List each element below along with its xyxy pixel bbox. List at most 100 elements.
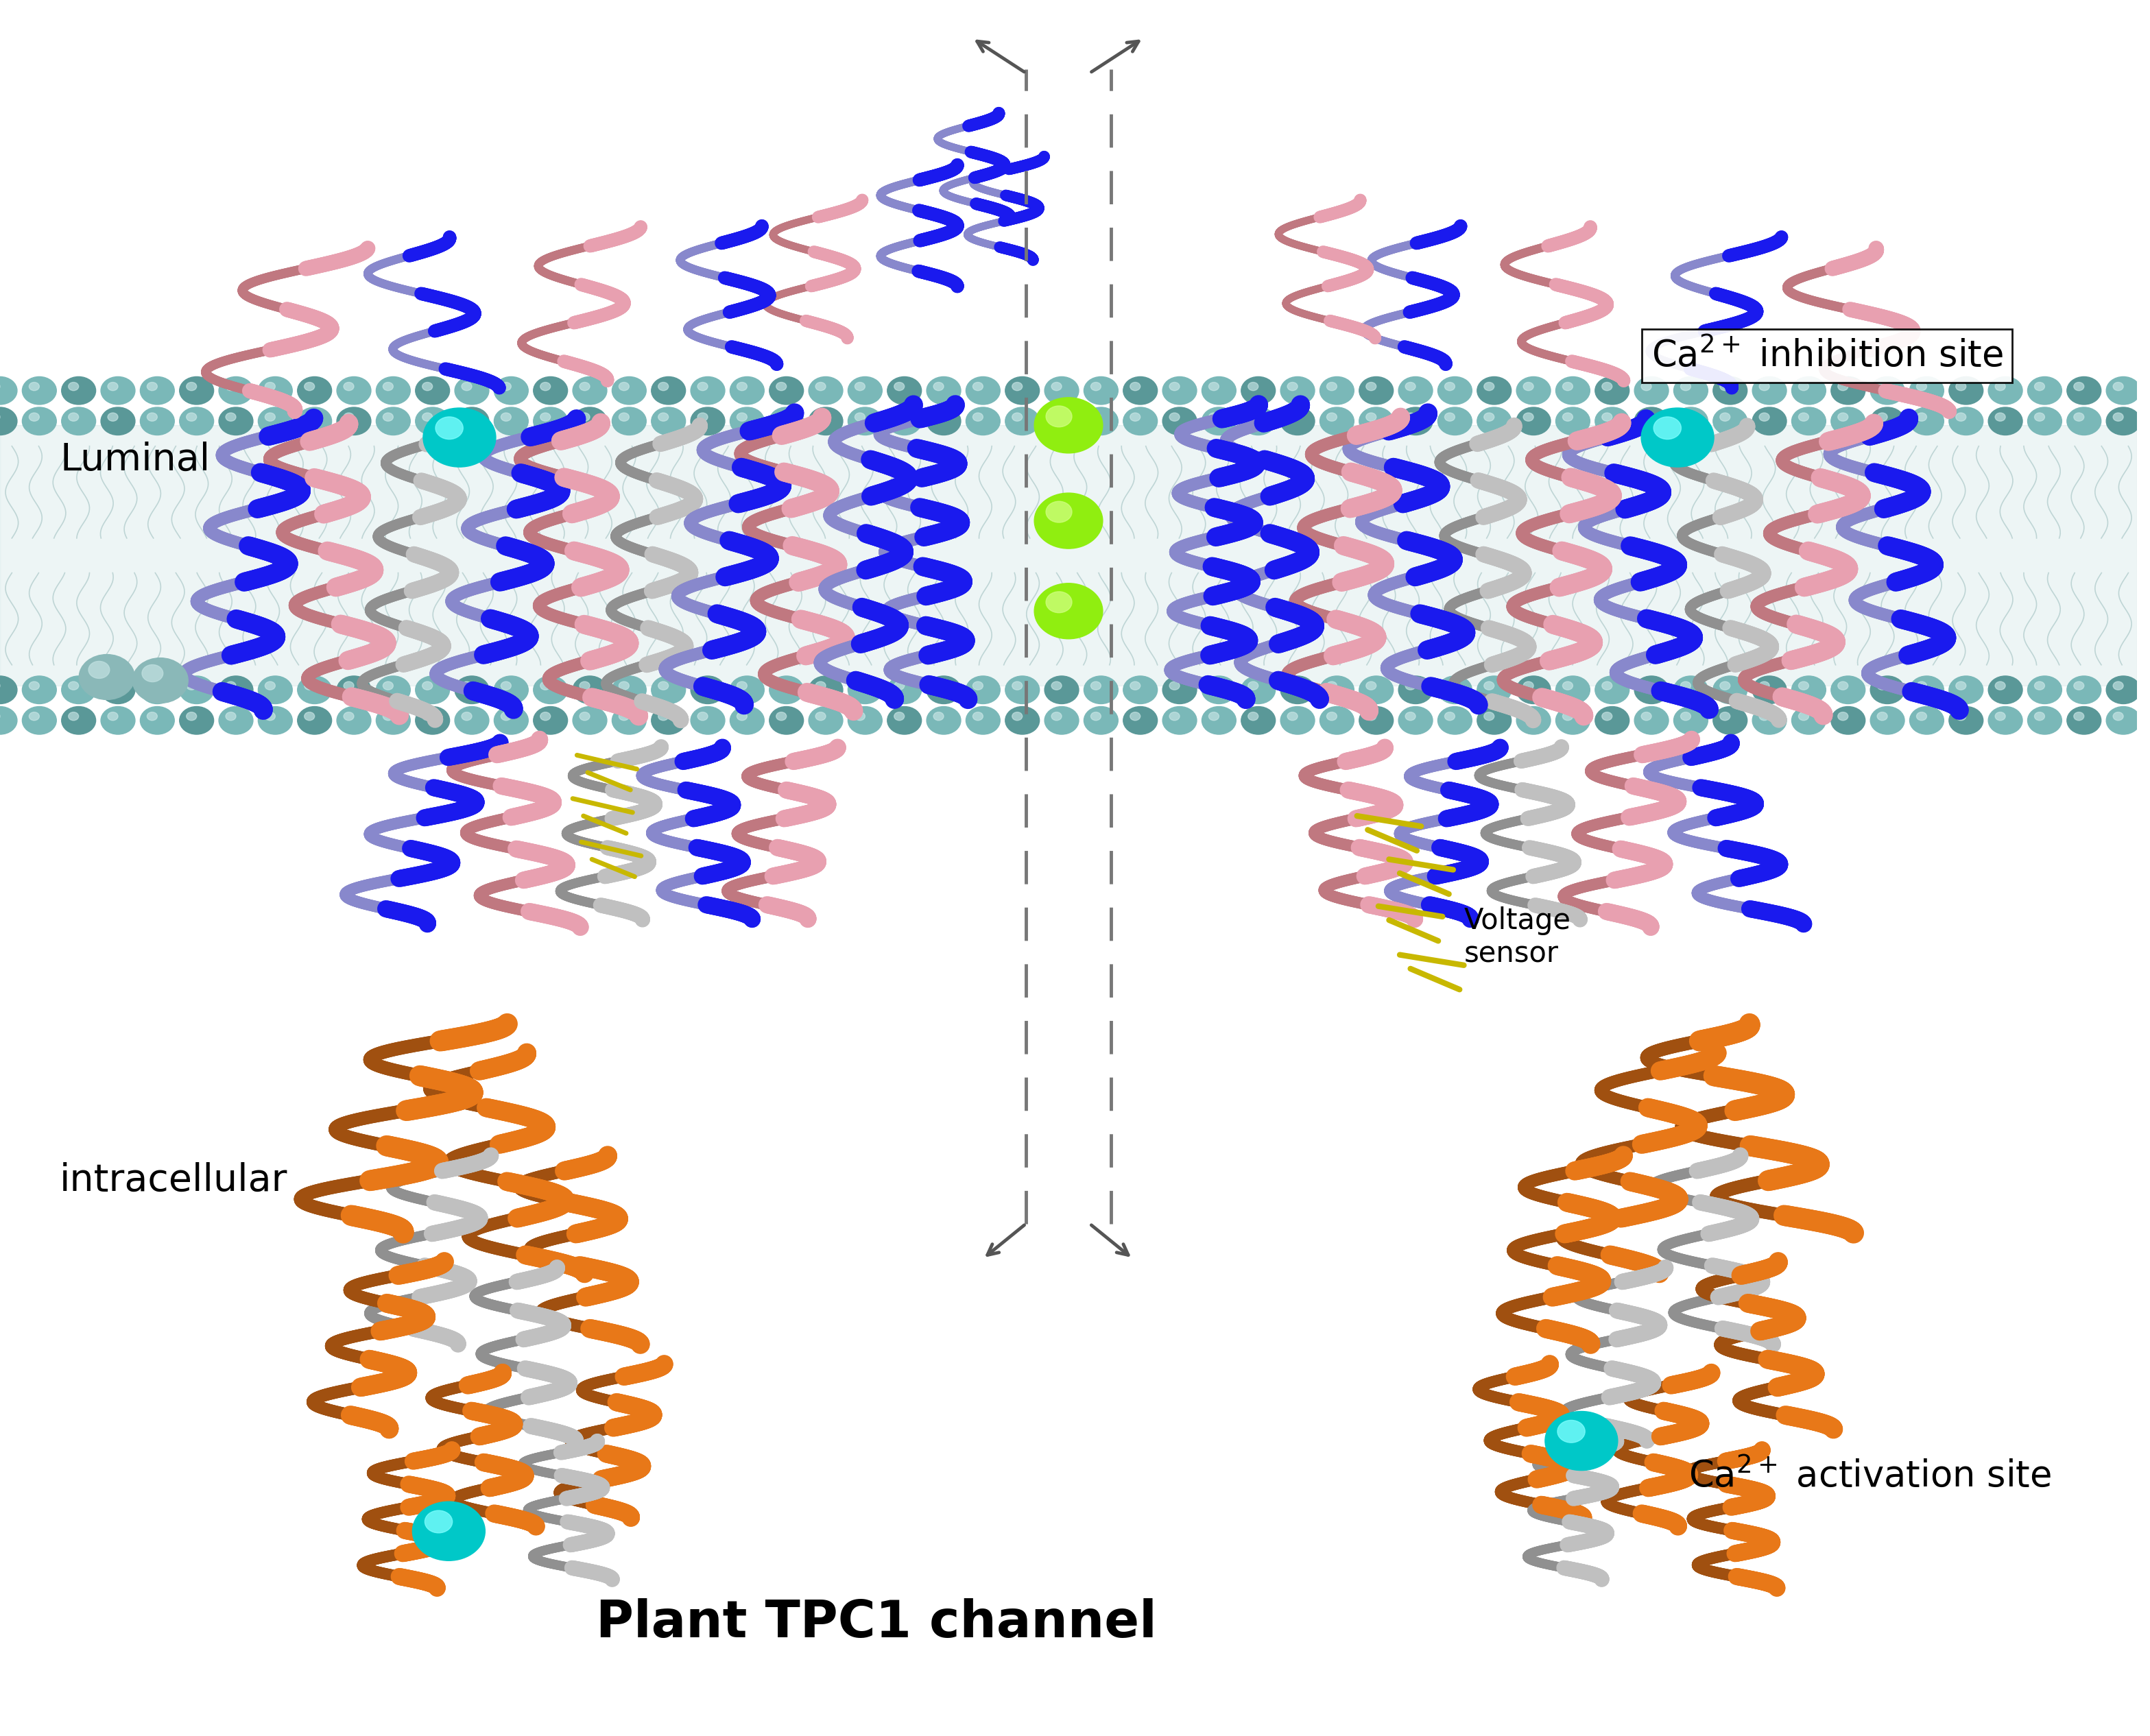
Circle shape xyxy=(731,675,763,703)
Circle shape xyxy=(731,408,763,436)
Circle shape xyxy=(1995,413,2006,422)
Circle shape xyxy=(1791,377,1825,404)
Circle shape xyxy=(1916,413,1926,422)
Circle shape xyxy=(415,675,449,703)
Circle shape xyxy=(1516,707,1550,734)
Circle shape xyxy=(1406,413,1415,422)
Circle shape xyxy=(1241,675,1275,703)
Circle shape xyxy=(1595,408,1630,436)
Circle shape xyxy=(2027,707,2062,734)
Circle shape xyxy=(187,712,196,720)
Circle shape xyxy=(1045,377,1079,404)
Circle shape xyxy=(501,682,512,689)
Circle shape xyxy=(1122,707,1157,734)
Circle shape xyxy=(1759,382,1769,391)
Circle shape xyxy=(338,707,372,734)
Circle shape xyxy=(1640,682,1651,689)
Circle shape xyxy=(815,712,826,720)
Circle shape xyxy=(1438,377,1473,404)
Circle shape xyxy=(1563,682,1574,689)
Circle shape xyxy=(697,712,707,720)
Circle shape xyxy=(2027,675,2062,703)
Circle shape xyxy=(187,413,196,422)
Circle shape xyxy=(770,408,804,436)
Circle shape xyxy=(651,675,686,703)
Circle shape xyxy=(1327,682,1337,689)
Circle shape xyxy=(1522,712,1533,720)
Circle shape xyxy=(888,377,922,404)
Circle shape xyxy=(101,675,135,703)
Circle shape xyxy=(376,377,411,404)
Circle shape xyxy=(226,382,236,391)
Circle shape xyxy=(697,682,707,689)
Circle shape xyxy=(572,707,606,734)
Circle shape xyxy=(1202,707,1236,734)
Circle shape xyxy=(1131,682,1140,689)
Circle shape xyxy=(344,382,355,391)
Circle shape xyxy=(1438,675,1473,703)
Circle shape xyxy=(264,712,275,720)
Circle shape xyxy=(1956,712,1965,720)
Circle shape xyxy=(1640,382,1651,391)
Circle shape xyxy=(1084,707,1118,734)
Circle shape xyxy=(1800,712,1808,720)
Circle shape xyxy=(770,675,804,703)
Circle shape xyxy=(690,675,725,703)
Circle shape xyxy=(1714,675,1748,703)
Circle shape xyxy=(1006,675,1038,703)
Circle shape xyxy=(133,658,187,703)
Circle shape xyxy=(1791,675,1825,703)
Circle shape xyxy=(1320,675,1354,703)
Circle shape xyxy=(533,707,568,734)
Circle shape xyxy=(1800,382,1808,391)
Circle shape xyxy=(69,382,80,391)
Circle shape xyxy=(1170,682,1180,689)
Circle shape xyxy=(1916,382,1926,391)
Circle shape xyxy=(1909,377,1944,404)
Circle shape xyxy=(2027,408,2062,436)
Circle shape xyxy=(1595,707,1630,734)
Circle shape xyxy=(30,413,39,422)
Circle shape xyxy=(1365,382,1376,391)
Circle shape xyxy=(383,682,393,689)
Circle shape xyxy=(847,707,881,734)
Circle shape xyxy=(1051,413,1062,422)
Circle shape xyxy=(1006,408,1038,436)
Circle shape xyxy=(1477,675,1511,703)
Circle shape xyxy=(1247,682,1258,689)
Circle shape xyxy=(1288,382,1299,391)
Circle shape xyxy=(30,712,39,720)
Circle shape xyxy=(580,413,589,422)
Circle shape xyxy=(613,707,647,734)
Circle shape xyxy=(933,413,944,422)
Circle shape xyxy=(1006,707,1038,734)
Circle shape xyxy=(856,413,864,422)
Circle shape xyxy=(297,408,331,436)
Circle shape xyxy=(540,413,550,422)
Circle shape xyxy=(494,408,529,436)
Circle shape xyxy=(1170,413,1180,422)
Circle shape xyxy=(580,382,589,391)
Circle shape xyxy=(1752,675,1787,703)
Circle shape xyxy=(1398,707,1432,734)
Circle shape xyxy=(776,712,787,720)
Circle shape xyxy=(1546,1411,1617,1470)
Circle shape xyxy=(815,382,826,391)
Circle shape xyxy=(1720,682,1731,689)
Circle shape xyxy=(297,675,331,703)
Circle shape xyxy=(219,675,254,703)
Circle shape xyxy=(2113,382,2124,391)
Circle shape xyxy=(776,682,787,689)
Circle shape xyxy=(2027,377,2062,404)
Circle shape xyxy=(1995,712,2006,720)
Circle shape xyxy=(1090,413,1101,422)
Circle shape xyxy=(965,377,1000,404)
Circle shape xyxy=(1800,413,1808,422)
Circle shape xyxy=(421,682,432,689)
Circle shape xyxy=(140,377,174,404)
Circle shape xyxy=(1013,413,1023,422)
Circle shape xyxy=(1208,682,1219,689)
Circle shape xyxy=(101,377,135,404)
Circle shape xyxy=(226,712,236,720)
Circle shape xyxy=(297,707,331,734)
